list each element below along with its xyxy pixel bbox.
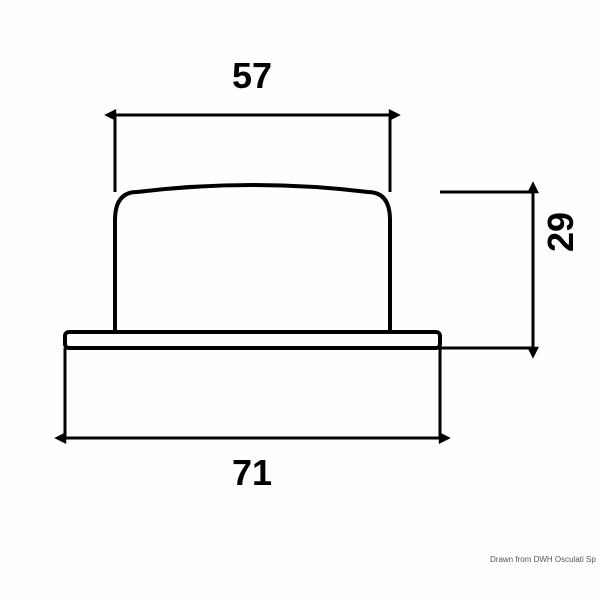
diagram-canvas: { "diagram": { "type": "technical-dimens… — [0, 0, 600, 600]
dimension-bottom-label: 71 — [232, 452, 272, 494]
dimension-right-label: 29 — [540, 212, 582, 252]
credit-text: Drawn from DWH Osculati Sp — [490, 555, 596, 564]
dimension-top-label: 57 — [232, 55, 272, 97]
